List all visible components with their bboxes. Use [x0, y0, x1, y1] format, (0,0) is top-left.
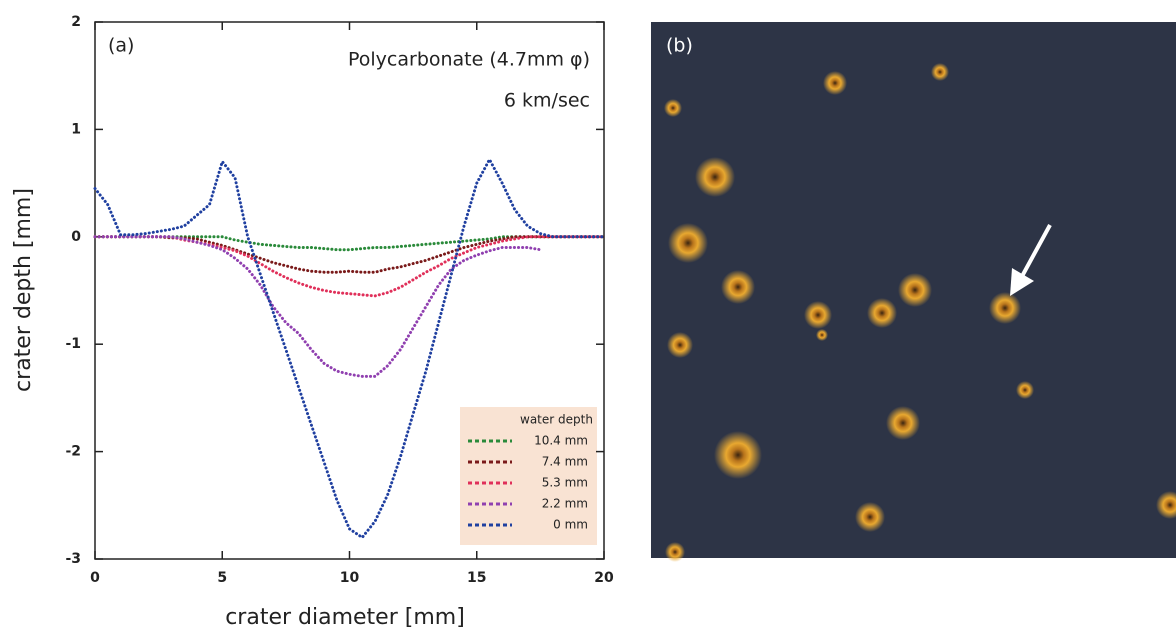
y-tick-label: -3	[65, 551, 81, 567]
legend-title: water depth	[520, 413, 593, 427]
legend-label: 2.2 mm	[542, 497, 588, 511]
annotation: 6 km/sec	[504, 90, 590, 112]
y-tick-label: 0	[71, 229, 81, 245]
x-axis-title: crater diameter [mm]	[225, 605, 465, 630]
panel-label: (a)	[108, 35, 134, 57]
y-tick-label: -1	[65, 336, 81, 352]
x-tick-label: 0	[90, 570, 100, 586]
y-tick-label: 1	[71, 121, 81, 137]
x-tick-label: 5	[217, 570, 227, 586]
x-tick-label: 10	[340, 570, 360, 586]
y-axis-title: crater depth [mm]	[11, 188, 36, 392]
photo: (b)	[651, 22, 1176, 562]
photo-label: (b)	[666, 35, 693, 57]
series-line	[95, 237, 604, 296]
series-line	[95, 237, 604, 272]
x-tick-label: 15	[467, 570, 486, 586]
y-tick-label: 2	[71, 14, 81, 30]
y-tick-label: -2	[65, 444, 81, 460]
legend-label: 5.3 mm	[542, 476, 588, 490]
figure: (b) (a) Polycarbonate (4.7mm φ) 6 km/sec…	[0, 0, 1176, 631]
series-line	[95, 237, 540, 377]
legend-label: 10.4 mm	[534, 434, 588, 448]
annotation: Polycarbonate (4.7mm φ)	[348, 49, 590, 71]
legend-label: 0 mm	[553, 518, 588, 532]
x-tick-label: 20	[594, 570, 614, 586]
legend-label: 7.4 mm	[542, 455, 588, 469]
